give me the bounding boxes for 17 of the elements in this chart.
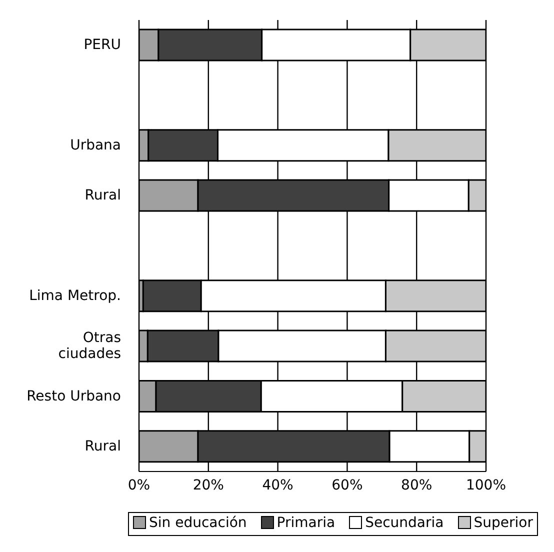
legend-label: Superior (474, 514, 533, 530)
x-tick-label: 60% (332, 477, 363, 494)
x-tick-label: 40% (262, 477, 294, 494)
x-tick-label: 0% (128, 477, 150, 494)
x-tick-label: 100% (466, 477, 506, 494)
legend-label: Secundaria (365, 514, 444, 530)
y-tick-label: Lima Metrop. (29, 288, 121, 304)
y-tick-label: Rural (84, 438, 121, 454)
x-tick-label: 20% (192, 477, 224, 494)
x-tick-label: 80% (401, 477, 432, 494)
y-tick-label: PERU (84, 37, 121, 54)
y-tick-label: Urbana (70, 137, 121, 154)
legend-label: Sin educación (149, 514, 247, 530)
legend-label: Primaria (276, 514, 336, 530)
y-tick-label: Rural (84, 188, 121, 204)
y-tick-label: Otras ciudades (58, 330, 121, 362)
y-tick-label: Resto Urbano (26, 388, 121, 404)
